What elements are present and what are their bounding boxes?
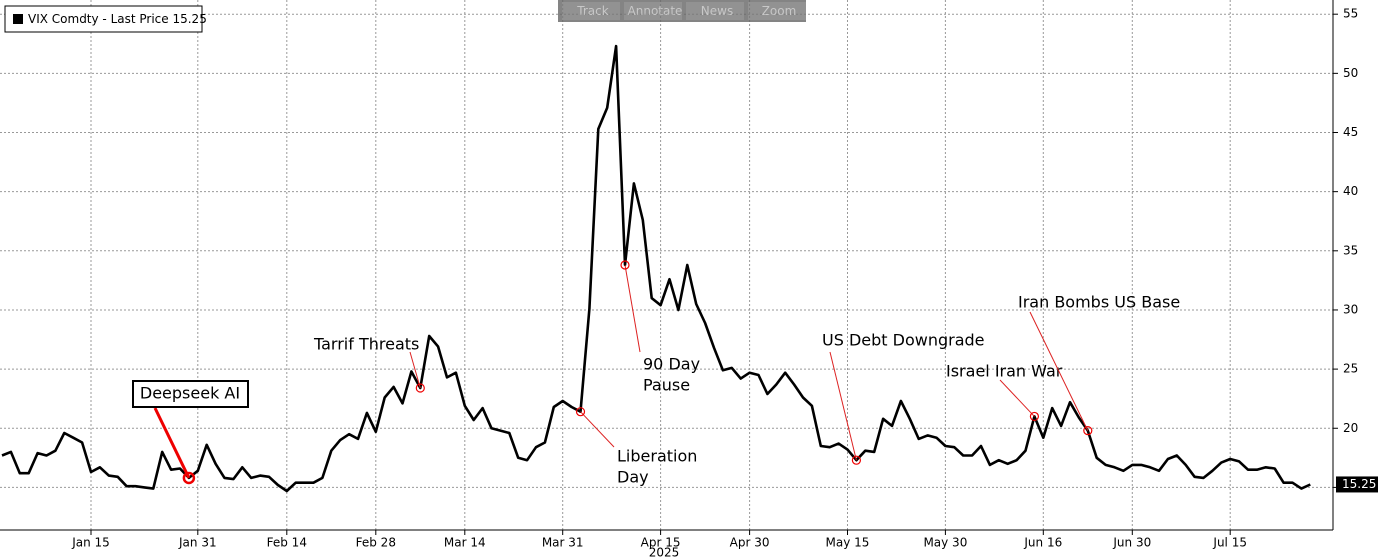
x-tick-label: May 30 (923, 536, 967, 550)
x-axis-year: 2025 (649, 546, 680, 560)
annotation-label: Tarrif Threats (313, 335, 419, 354)
annotation-point (1083, 426, 1093, 436)
annotation-leader (829, 351, 857, 461)
y-tick-label: 45 (1343, 125, 1358, 139)
price-line (1, 44, 1311, 493)
toolbar-button-label[interactable]: Annotate (628, 4, 683, 18)
annotation-leader (409, 351, 421, 389)
x-tick-label: May 15 (826, 536, 870, 550)
y-tick-label: 55 (1343, 7, 1358, 21)
y-tick-label: 25 (1343, 362, 1358, 376)
annotation-point (620, 260, 630, 270)
annotation-leader (153, 407, 191, 479)
annotation-leader (1029, 311, 1089, 431)
x-tick-label: Feb 14 (267, 536, 307, 550)
x-tick-label: Mar 31 (542, 536, 584, 550)
annotation-label: Israel Iran War (946, 362, 1063, 381)
x-tick-label: Jul 15 (1212, 536, 1247, 550)
annotation-point (182, 471, 196, 485)
legend-label: VIX Comdty - Last Price 15.25 (28, 12, 207, 26)
annotation-box (132, 380, 249, 408)
y-tick-label: 40 (1343, 184, 1358, 198)
y-tick-label: 20 (1343, 421, 1358, 435)
plot: 15.25 Deepseek AI Tarrif Threats Liberation… (1, 44, 1378, 493)
toolbar-button[interactable] (686, 2, 744, 20)
annotation-point (1029, 411, 1040, 422)
toolbar-button[interactable] (562, 2, 620, 20)
x-tick-label: Mar 14 (444, 536, 486, 550)
toolbar: Track Annotate News Zoom (558, 0, 806, 22)
x-tick-label: Feb 28 (356, 536, 396, 550)
toolbar-button[interactable] (748, 2, 806, 20)
y-tick-label: 35 (1343, 243, 1358, 257)
annotation-leader (999, 379, 1035, 417)
y-tick-label: 50 (1343, 66, 1358, 80)
x-tick-label: Jan 31 (178, 536, 217, 550)
annotation-point (575, 407, 586, 417)
last-price-box (1336, 476, 1378, 493)
x-tick-label: Jan 15 (71, 536, 110, 550)
x-tick-label: Jun 30 (1112, 536, 1151, 550)
toolbar-button-label[interactable]: Track (576, 4, 608, 18)
x-tick-label: Jun 16 (1023, 536, 1062, 550)
legend: VIX Comdty - Last Price 15.25 (4, 5, 207, 33)
toolbar-button-label[interactable]: News (701, 4, 733, 18)
toolbar-button[interactable] (624, 2, 682, 20)
annotation-point (851, 455, 862, 465)
annotation-label: Pause (643, 376, 690, 395)
x-tick-label: Apr 30 (730, 536, 770, 550)
annotation-label: Liberation (617, 447, 697, 466)
legend-box (4, 5, 203, 33)
annotation-label: US Debt Downgrade (822, 331, 985, 350)
annotation-point (415, 383, 425, 393)
annotation-label: Iran Bombs US Base (1018, 293, 1180, 312)
annotation-label: Day (617, 468, 649, 487)
annotation-leader (580, 411, 615, 448)
legend-swatch (13, 14, 23, 24)
annotation-label: Deepseek AI (140, 384, 240, 403)
annotation-leader (624, 264, 641, 353)
last-price-label: 15.25 (1342, 477, 1376, 491)
annotation-label: 90 Day (643, 355, 700, 374)
y-tick-label: 30 (1343, 302, 1358, 316)
x-tick-label: Apr 15 (641, 536, 681, 550)
toolbar-button-label[interactable]: Zoom (762, 4, 797, 18)
